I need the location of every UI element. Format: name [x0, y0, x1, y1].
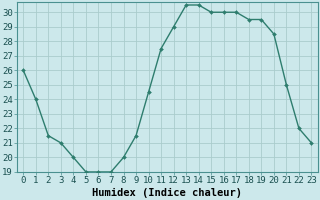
X-axis label: Humidex (Indice chaleur): Humidex (Indice chaleur) — [92, 188, 242, 198]
